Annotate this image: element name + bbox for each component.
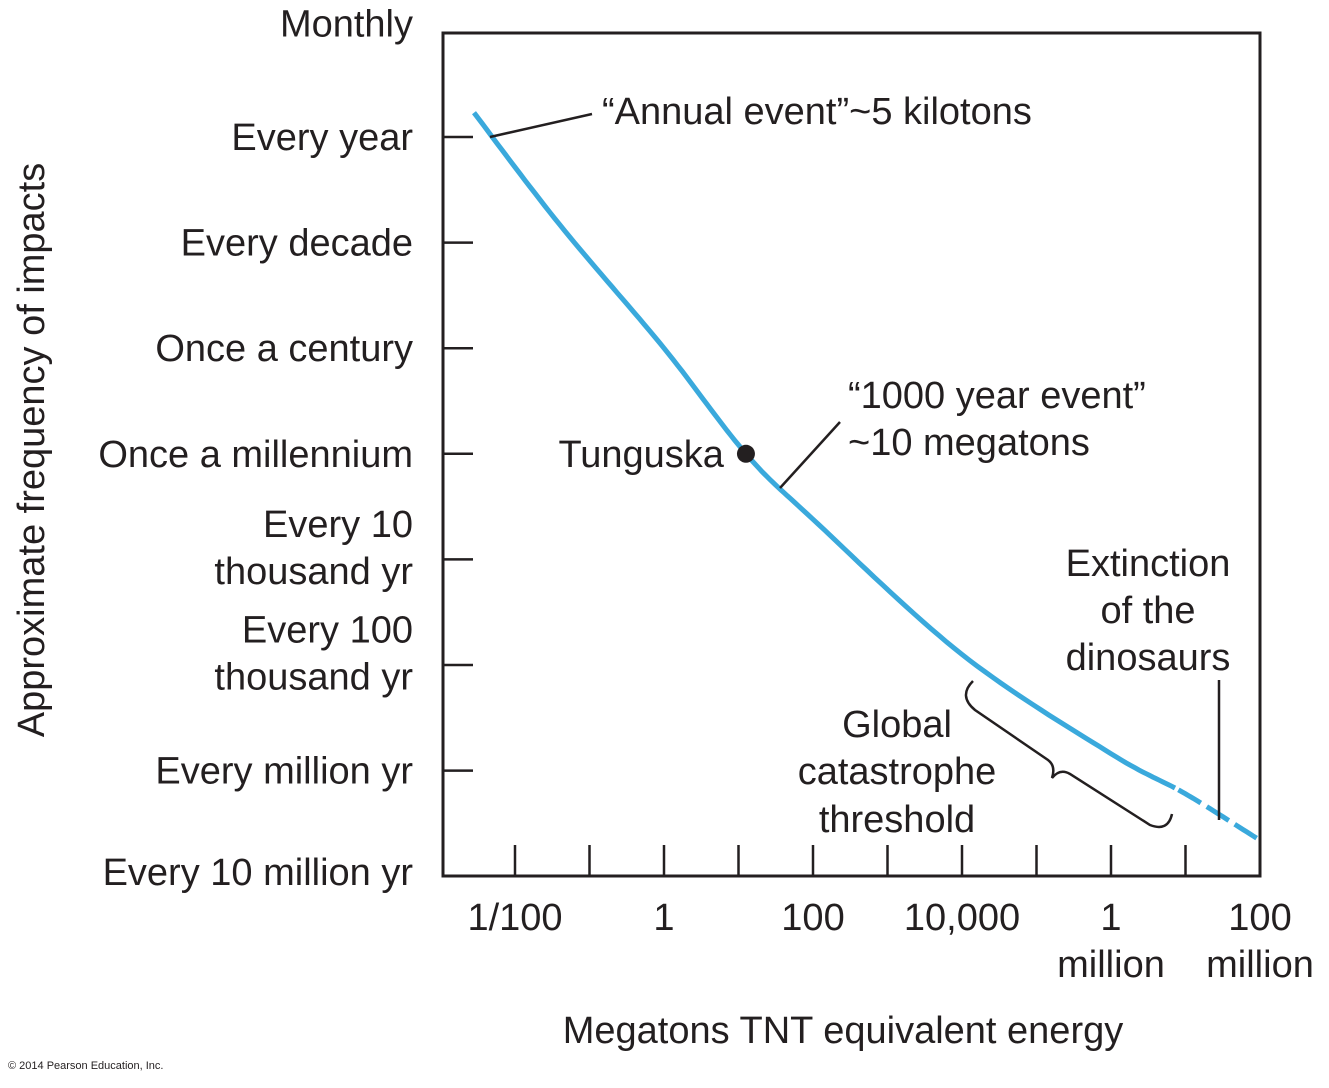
point-label-tunguska: Tunguska xyxy=(558,434,724,476)
svg-text:threshold: threshold xyxy=(819,799,975,841)
thousand-leader xyxy=(779,421,841,489)
x-tick-label: 100 xyxy=(1228,897,1291,939)
series-line-dashed xyxy=(1177,787,1262,843)
threshold-brace xyxy=(964,680,1174,829)
y-axis-label: Approximate frequency of impacts xyxy=(11,163,53,738)
x-tick-label: million xyxy=(1057,944,1165,986)
x-tick-label: million xyxy=(1206,944,1314,986)
annual-event-label: “Annual event”~5 kilotons xyxy=(602,91,1032,133)
svg-text:dinosaurs: dinosaurs xyxy=(1066,637,1231,679)
x-tick-label: 1/100 xyxy=(467,897,562,939)
svg-text:Global: Global xyxy=(842,704,952,746)
y-tick-label: thousand yr xyxy=(214,657,413,699)
copyright-notice: © 2014 Pearson Education, Inc. xyxy=(8,1060,164,1072)
y-tick-label: Every 10 xyxy=(263,504,413,546)
y-tick-label: Every 100 xyxy=(242,610,413,652)
annual-leader xyxy=(489,112,593,139)
thousand-year-label-2: ~10 megatons xyxy=(848,422,1090,464)
data-point-tunguska xyxy=(736,444,755,463)
series-line xyxy=(472,111,1177,791)
thousand-year-label-1: “1000 year event” xyxy=(848,375,1146,417)
y-tick-label: Once a millennium xyxy=(98,434,413,476)
x-tick-label: 100 xyxy=(781,897,844,939)
y-tick-label: Once a century xyxy=(155,328,413,370)
y-tick-label: Every year xyxy=(231,117,413,159)
x-tick-label: 1 xyxy=(1100,897,1121,939)
svg-text:catastrophe: catastrophe xyxy=(798,751,997,793)
y-tick-label: Monthly xyxy=(280,3,413,45)
y-tick-label: Every million yr xyxy=(155,751,413,793)
y-tick-label: Every 10 million yr xyxy=(103,852,414,894)
x-tick-label: 10,000 xyxy=(904,897,1020,939)
x-tick-label: 1 xyxy=(653,897,674,939)
svg-text:Extinction: Extinction xyxy=(1066,543,1231,585)
global-threshold-label: Global catastrophe threshold xyxy=(798,704,997,841)
y-tick-label: thousand yr xyxy=(214,551,413,593)
svg-text:of the: of the xyxy=(1100,590,1195,632)
y-tick-label: Every decade xyxy=(181,223,413,265)
x-axis-label: Megatons TNT equivalent energy xyxy=(563,1010,1123,1052)
extinction-label: Extinction of the dinosaurs xyxy=(1066,543,1231,679)
